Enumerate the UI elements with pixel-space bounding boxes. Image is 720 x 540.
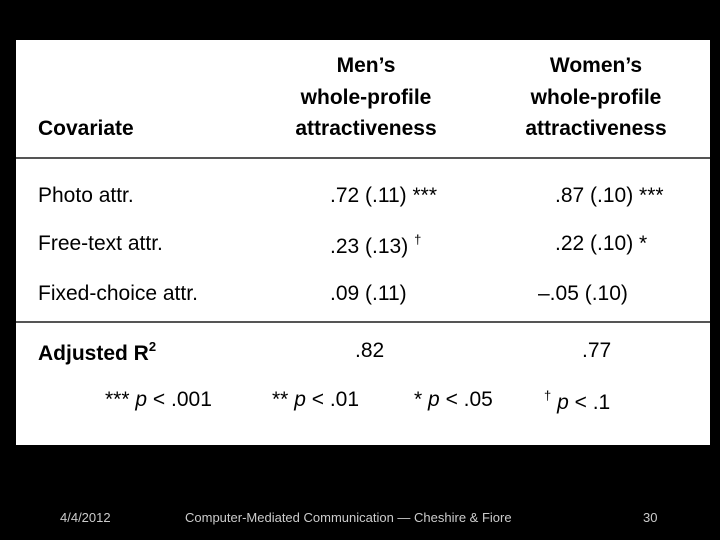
legend-p: p	[135, 388, 148, 411]
rule	[16, 157, 710, 159]
legend-symbol: *	[414, 388, 423, 411]
row-label: Free-text attr.	[38, 232, 163, 255]
row-label: Fixed-choice attr.	[38, 282, 198, 305]
legend-threshold: < .05	[445, 388, 493, 411]
legend-threshold: < .01	[311, 388, 360, 411]
header-cell: attractiveness	[525, 117, 667, 140]
legend-p: p	[428, 388, 440, 411]
cell: .23 (.13) †	[330, 233, 421, 257]
legend-threshold: < .001	[152, 388, 212, 411]
table-panel: Covariate Men’s whole-profile attractive…	[16, 40, 710, 445]
summary-label: Adjusted R2	[38, 340, 156, 364]
rule	[16, 321, 710, 323]
cell: .72 (.11) ***	[330, 184, 437, 207]
header-cell: whole-profile	[530, 86, 662, 109]
legend-item: † p < .1	[544, 389, 610, 413]
footer-title: Computer-Mediated Communication — Cheshi…	[185, 510, 512, 525]
legend-p: p	[294, 388, 306, 411]
significance: †	[414, 232, 422, 247]
legend-item: ** p < .01	[272, 389, 359, 410]
cell: .22 (.10) *	[555, 232, 648, 255]
legend-threshold: < .1	[574, 391, 611, 414]
header-cell: attractiveness	[295, 117, 437, 140]
legend-p: p	[557, 391, 569, 414]
header-cell: whole-profile	[300, 86, 432, 109]
cell: .09 (.11)	[330, 282, 407, 305]
cell: .77	[582, 339, 612, 362]
legend-symbol: ***	[105, 388, 130, 411]
legend-symbol: **	[272, 388, 289, 411]
superscript: 2	[148, 339, 157, 354]
header-cell: Women’s	[549, 54, 643, 77]
cell-value: .23 (.13)	[330, 235, 409, 258]
cell: –.05 (.10)	[538, 282, 628, 305]
header-cell: Men’s	[336, 54, 396, 77]
cell: .82	[355, 339, 385, 362]
summary-text: Adjusted R	[38, 342, 149, 365]
footer-date: 4/4/2012	[60, 510, 111, 525]
legend-item: * p < .05	[414, 389, 493, 410]
legend-symbol: †	[544, 388, 552, 403]
footer-page: 30	[643, 510, 658, 525]
header-cell: Covariate	[38, 117, 134, 140]
legend-item: *** p < .001	[105, 389, 212, 410]
row-label: Photo attr.	[38, 184, 134, 207]
cell: .87 (.10) ***	[555, 184, 664, 207]
